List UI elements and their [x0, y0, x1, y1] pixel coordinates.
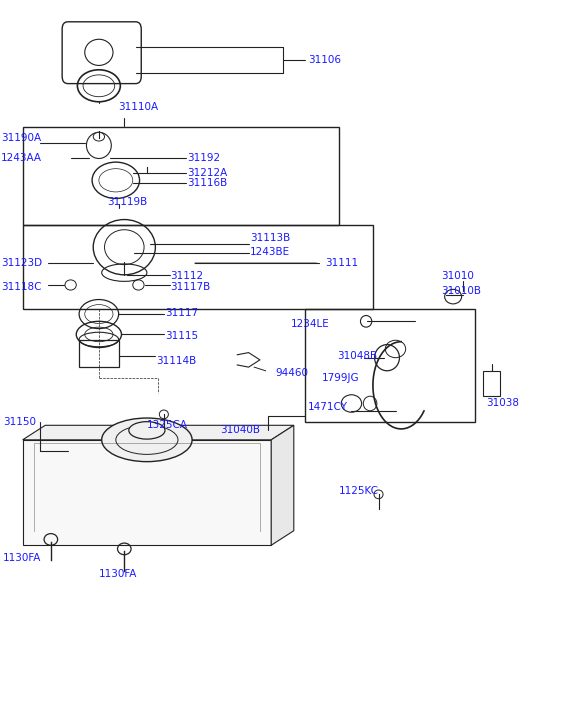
Text: 31117: 31117	[165, 308, 198, 318]
Text: 31115: 31115	[165, 331, 198, 341]
Text: 1234LE: 1234LE	[291, 318, 330, 329]
Text: 31116B: 31116B	[188, 178, 228, 188]
Text: 31106: 31106	[308, 55, 341, 65]
Text: 31117B: 31117B	[171, 282, 211, 292]
Text: 1799JG: 1799JG	[322, 373, 360, 383]
Ellipse shape	[93, 132, 105, 141]
Bar	[23, 225, 373, 309]
Text: 31110A: 31110A	[119, 102, 159, 112]
Text: 31010: 31010	[441, 271, 473, 281]
Text: 31150: 31150	[3, 417, 36, 427]
Text: 1125KC: 1125KC	[339, 486, 379, 496]
Ellipse shape	[129, 422, 165, 439]
Text: 1471CY: 1471CY	[308, 402, 348, 412]
Text: 1243AA: 1243AA	[1, 153, 42, 163]
Text: 31119B: 31119B	[107, 197, 147, 207]
Bar	[305, 309, 475, 422]
Text: 31010B: 31010B	[441, 286, 481, 296]
Text: 31114B: 31114B	[157, 356, 197, 366]
Bar	[23, 127, 339, 225]
Text: 31040B: 31040B	[220, 425, 260, 435]
Text: 31118C: 31118C	[1, 282, 42, 292]
Polygon shape	[271, 425, 294, 545]
Bar	[79, 340, 119, 367]
Polygon shape	[23, 425, 294, 440]
Text: 1130FA: 1130FA	[3, 553, 41, 563]
Text: 31038: 31038	[486, 398, 519, 409]
Text: 31112: 31112	[171, 271, 204, 281]
Text: 1243BE: 1243BE	[250, 246, 290, 257]
Text: 31190A: 31190A	[1, 133, 41, 143]
Polygon shape	[23, 440, 271, 545]
Text: 1130FA: 1130FA	[99, 569, 137, 579]
Text: 31123D: 31123D	[1, 258, 42, 268]
Text: 94460: 94460	[276, 368, 308, 378]
Text: 31111: 31111	[325, 258, 358, 268]
Ellipse shape	[102, 418, 192, 462]
Text: 31212A: 31212A	[188, 168, 228, 178]
Text: 31048B: 31048B	[337, 351, 377, 361]
Bar	[483, 371, 500, 396]
Text: 1325CA: 1325CA	[147, 420, 188, 430]
Text: 31113B: 31113B	[250, 233, 290, 244]
Text: 31192: 31192	[188, 153, 221, 163]
